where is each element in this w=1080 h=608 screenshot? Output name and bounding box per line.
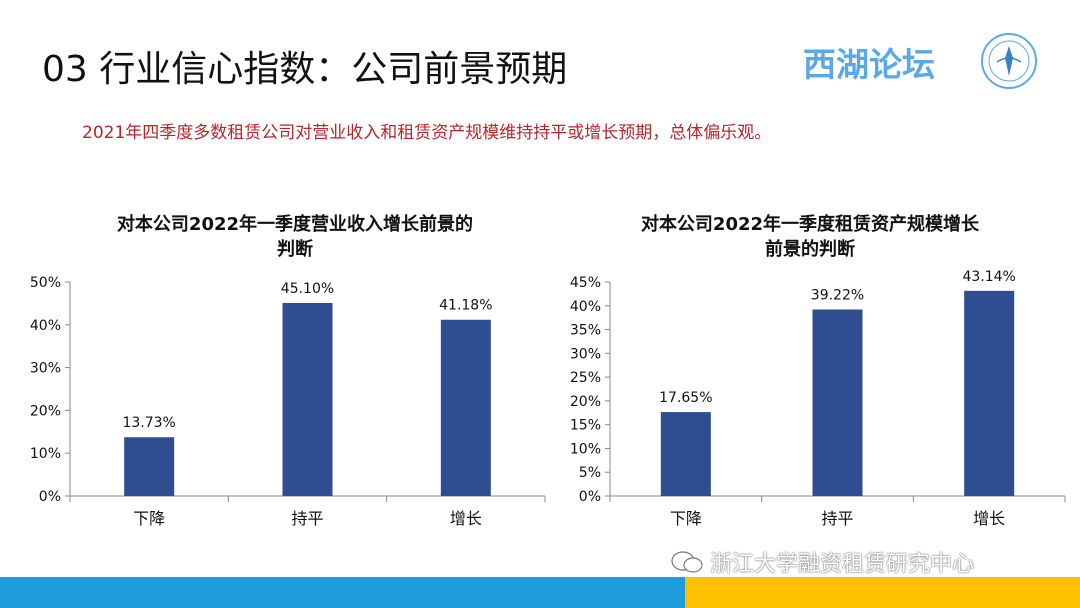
chart-1-bar (124, 437, 175, 496)
chart-1-bar (440, 319, 491, 496)
chart-2-title-line-1: 对本公司2022年一季度租赁资产规模增长 (640, 214, 980, 235)
chart-2-bar (660, 412, 711, 496)
chart-1-y-tick-label: 50% (30, 275, 61, 291)
chart-1-category-label: 增长 (450, 509, 482, 528)
chart-2-category-label: 下降 (670, 509, 702, 528)
chart-2-title: 对本公司2022年一季度租赁资产规模增长 前景的判断 (555, 212, 1065, 262)
chart-2-y-tick-label: 40% (570, 299, 601, 315)
watermark-text: 浙江大学融资租赁研究中心 (710, 552, 975, 577)
chart-1-category-label: 下降 (133, 509, 165, 528)
page-title: 03 行业信心指数：公司前景预期 (42, 49, 568, 90)
forum-seal-icon (981, 33, 1037, 89)
chart-1-data-label: 13.73% (122, 415, 175, 431)
brand-logo-text: 西湖论坛 (803, 45, 935, 84)
chart-2-y-tick-label: 10% (570, 441, 601, 457)
chart-2-bar (964, 290, 1015, 496)
chart-1-data-label: 45.10% (281, 281, 334, 297)
chart-2-category-label: 增长 (973, 509, 1005, 528)
chart-1-title-line-2: 判断 (277, 239, 313, 260)
chart-2-y-tick-label: 25% (570, 370, 601, 386)
chart-1-y-tick-label: 0% (39, 489, 61, 505)
footer-band-yellow (685, 577, 1080, 608)
chart-2-category-label: 持平 (821, 509, 853, 528)
chart-2-y-tick-label: 35% (570, 323, 601, 339)
chart-2-data-label: 39.22% (811, 287, 864, 303)
chart-1-title-line-1: 对本公司2022年一季度营业收入增长前景的 (116, 214, 474, 235)
chart-2-y-tick-label: 20% (570, 394, 601, 410)
chart-1-y-tick-label: 40% (30, 318, 61, 334)
chart-1-y-tick-label: 30% (30, 361, 61, 377)
chart-2-data-label: 17.65% (659, 390, 712, 406)
chart-1-bar (282, 302, 333, 496)
chart-1-data-label: 41.18% (439, 298, 492, 314)
chart-2-data-label: 43.14% (962, 269, 1015, 285)
chart-2-title-line-2: 前景的判断 (765, 239, 855, 260)
chart-1-y-tick-label: 10% (30, 446, 61, 462)
summary-text: 2021年四季度多数租赁公司对营业收入和租赁资产规模维持持平或增长预期，总体偏乐… (82, 123, 772, 143)
chart-2-y-tick-label: 15% (570, 418, 601, 434)
chart-2-y-tick-label: 45% (570, 275, 601, 291)
wechat-icon (671, 551, 703, 573)
chart-2-y-tick-label: 5% (579, 465, 601, 481)
chart-2-bar (812, 309, 863, 496)
chart-2-y-tick-label: 30% (570, 346, 601, 362)
chart-1-y-tick-label: 20% (30, 403, 61, 419)
wechat-watermark: 浙江大学融资租赁研究中心 (670, 546, 974, 578)
chart-1-title: 对本公司2022年一季度营业收入增长前景的 判断 (40, 212, 550, 262)
footer-band-blue (0, 577, 685, 608)
chart-2-y-tick-label: 0% (579, 489, 601, 505)
chart-1-category-label: 持平 (291, 509, 323, 528)
